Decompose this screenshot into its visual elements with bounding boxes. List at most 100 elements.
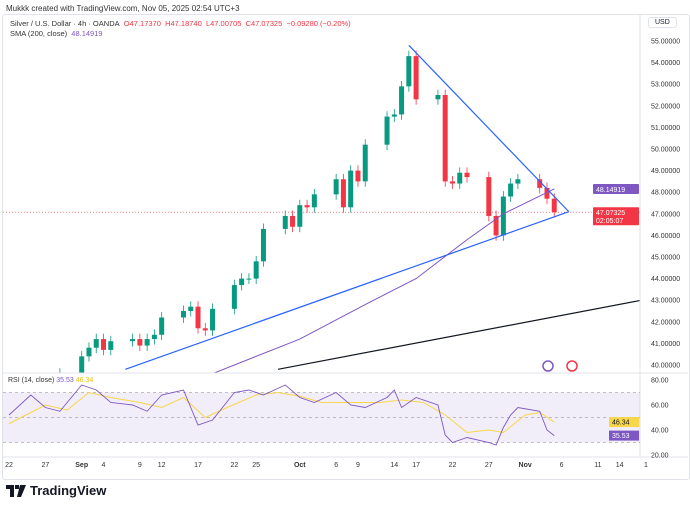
candle-body xyxy=(180,311,186,318)
price-tick-label: 40.00000 xyxy=(651,363,680,370)
candle-body xyxy=(210,308,216,331)
candle-body xyxy=(108,341,114,350)
event-icon xyxy=(542,360,554,372)
currency-button[interactable]: USD xyxy=(648,17,677,28)
candle-body xyxy=(355,170,361,182)
candle-body xyxy=(500,196,506,236)
candle-body xyxy=(188,306,194,311)
rsi-value-label-bg xyxy=(609,430,639,441)
candle-body xyxy=(239,278,245,286)
rsi-value-label: 35.53 xyxy=(612,433,630,440)
candle-body xyxy=(159,317,165,335)
price-tick-label: 49.00000 xyxy=(651,168,680,175)
tradingview-logo-icon xyxy=(6,484,26,497)
rsi-tick-label: 80.00 xyxy=(651,378,669,385)
candle-body xyxy=(551,198,557,213)
price-tick-label: 43.00000 xyxy=(651,298,680,305)
rsi-tick-label: 60.00 xyxy=(651,403,669,410)
candle-body xyxy=(231,285,237,309)
low-value: L47.00705 xyxy=(205,19,242,28)
last-price-label-text: 02:05:07 xyxy=(596,218,623,225)
price-tick-label: 51.00000 xyxy=(651,125,680,132)
close-value: C47.07325 xyxy=(245,19,283,28)
black-trendline xyxy=(277,299,640,370)
time-tick-label: Nov xyxy=(519,462,532,469)
candle-body xyxy=(464,172,470,178)
candle-body xyxy=(515,179,521,184)
last-price-label-text: 47.07325 xyxy=(596,210,625,217)
time-tick-label: 14 xyxy=(616,462,624,469)
time-tick-label: 27 xyxy=(41,462,49,469)
blue-trendline xyxy=(408,44,570,213)
candle-body xyxy=(457,172,463,184)
sma-label[interactable]: SMA (200, close) xyxy=(10,29,68,38)
candle-body xyxy=(151,334,157,340)
candle-body xyxy=(384,116,390,145)
candle-body xyxy=(101,339,107,350)
rsi-tick-label: 40.00 xyxy=(651,428,669,435)
candle-body xyxy=(79,356,85,373)
candle-body xyxy=(311,194,317,208)
change-value: −0.09280 (−0.20%) xyxy=(286,19,351,28)
time-tick-label: 1 xyxy=(644,462,648,469)
symbol-label[interactable]: Silver / U.S. Dollar · 4h · OANDA xyxy=(10,19,120,28)
time-tick-label: 11 xyxy=(594,462,601,469)
time-tick-label: 9 xyxy=(138,462,142,469)
brand-name: TradingView xyxy=(30,483,107,498)
candle-body xyxy=(290,215,296,227)
candle-body xyxy=(340,179,346,208)
time-tick-label: 22 xyxy=(230,462,238,469)
price-tick-label: 54.00000 xyxy=(651,60,680,67)
candle-body xyxy=(93,339,99,348)
open-value: O47.17370 xyxy=(123,19,161,28)
candle-body xyxy=(537,179,543,188)
candle-body xyxy=(413,56,419,100)
price-tick-label: 55.00000 xyxy=(651,39,680,46)
last-price-label-bg xyxy=(593,207,639,226)
candle-body xyxy=(195,306,201,329)
time-tick-label: 9 xyxy=(356,462,360,469)
time-tick-label: Oct xyxy=(294,462,306,469)
rsi-ma-line xyxy=(8,391,555,434)
time-tick-label: 27 xyxy=(485,462,493,469)
candle-body xyxy=(260,228,266,262)
candle-body xyxy=(435,95,441,100)
price-tick-label: 52.00000 xyxy=(651,103,680,110)
candle-body xyxy=(449,181,455,184)
price-tick-label: 46.00000 xyxy=(651,233,680,240)
candle-body xyxy=(493,215,499,236)
price-tick-label: 50.00000 xyxy=(651,147,680,154)
price-tick-label: 44.00000 xyxy=(651,276,680,283)
time-tick-label: 22 xyxy=(449,462,457,469)
time-tick-label: 25 xyxy=(252,462,260,469)
rsi-label[interactable]: RSI (14, close) xyxy=(8,377,55,384)
rsi-ma-value-label: 46.34 xyxy=(612,420,630,427)
time-tick-label: Sep xyxy=(75,462,88,469)
candle-body xyxy=(391,114,397,117)
candle-body xyxy=(130,339,136,342)
sma-price-label-text: 48.14919 xyxy=(596,187,625,194)
time-tick-label: 6 xyxy=(334,462,338,469)
high-value: H47.18740 xyxy=(165,19,202,28)
tradingview-logo: TradingView xyxy=(6,483,106,498)
rsi-legend: RSI (14, close) 35.53 46.34 xyxy=(8,377,93,384)
rsi-tick-label: 20.00 xyxy=(651,453,669,460)
time-tick-label: 17 xyxy=(194,462,202,469)
time-tick-label: 12 xyxy=(158,462,166,469)
time-tick-label: 22 xyxy=(5,462,13,469)
time-tick-label: 14 xyxy=(390,462,398,469)
candle-body xyxy=(486,177,492,216)
rsi-ma-value-label-bg xyxy=(609,417,639,428)
credit-line: Mukkk created with TradingView.com, Nov … xyxy=(6,4,240,13)
candle-body xyxy=(253,261,259,279)
candle-body xyxy=(137,339,143,346)
candle-body xyxy=(544,187,550,199)
time-tick-label: 17 xyxy=(412,462,420,469)
candle-body xyxy=(406,56,412,87)
main-legend: Silver / U.S. Dollar · 4h · OANDA O47.17… xyxy=(10,19,351,39)
candle-body xyxy=(333,179,339,195)
candle-body xyxy=(246,278,252,280)
blue-trendline xyxy=(125,211,569,370)
